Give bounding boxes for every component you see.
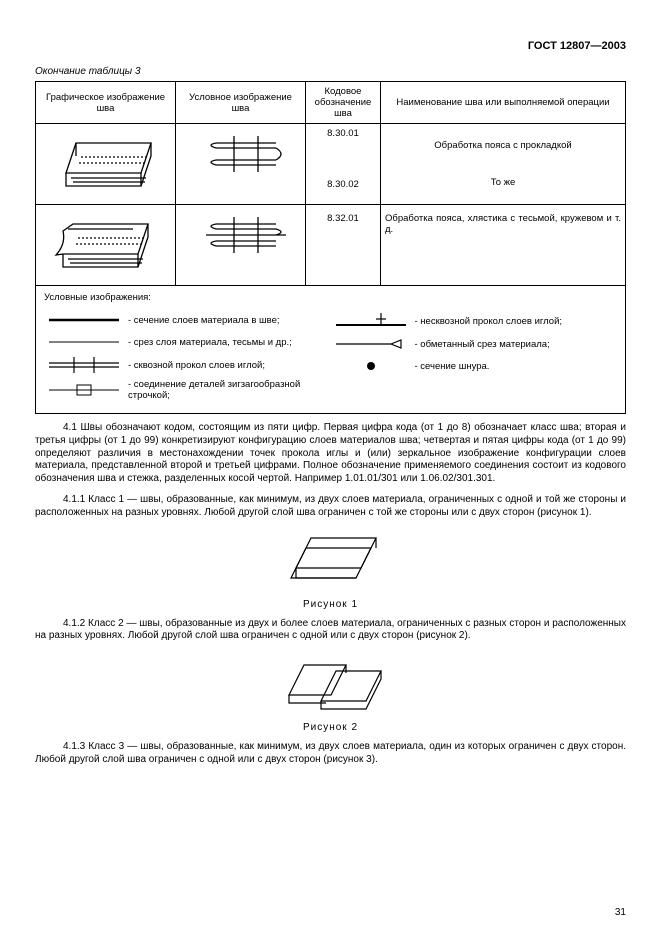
table-row: 8.32.01 Обработка пояса, хлястика с тесь… bbox=[36, 205, 626, 286]
cell-name: Обработка пояса с прокладкой То же bbox=[381, 124, 626, 205]
conditional-seam-icon bbox=[186, 128, 296, 188]
overcast-icon bbox=[336, 337, 406, 351]
name-value: Обработка пояса, хлястика с тесьмой, кру… bbox=[385, 213, 621, 235]
legend-item: - несквозной прокол слоев иглой; bbox=[331, 311, 618, 331]
code-value: 8.30.02 bbox=[310, 179, 376, 190]
legend-text: - срез слоя материала, тесьмы и др.; bbox=[124, 337, 331, 348]
paragraph-4-1-2: 4.1.2 Класс 2 — швы, образованные из дву… bbox=[35, 618, 626, 644]
legend-box: Условные изображения: - сечение слоев ма… bbox=[35, 286, 626, 414]
legend-item: - срез слоя материала, тесьмы и др.; bbox=[44, 333, 331, 351]
legend-text: - обметанный срез материала; bbox=[411, 339, 618, 350]
paragraph-4-1: 4.1 Швы обозначают кодом, состоящим из п… bbox=[35, 422, 626, 486]
legend-text: - сечение шнура. bbox=[411, 361, 618, 372]
name-value: То же bbox=[385, 177, 621, 188]
legend-text: - сквозной прокол слоев иглой; bbox=[124, 360, 331, 371]
cell-conditional bbox=[176, 205, 306, 286]
conditional-seam-icon bbox=[186, 209, 296, 269]
cell-name: Обработка пояса, хлястика с тесьмой, кру… bbox=[381, 205, 626, 286]
partial-pierce-icon bbox=[336, 311, 406, 331]
page: ГОСТ 12807—2003 Окончание таблицы 3 Граф… bbox=[0, 0, 661, 936]
th-code: Кодовое обозначение шва bbox=[306, 82, 381, 124]
main-table: Графическое изображение шва Условное изо… bbox=[35, 81, 626, 286]
legend-item: - обметанный срез материала; bbox=[331, 335, 618, 353]
legend-item: - сквозной прокол слоев иглой; bbox=[44, 355, 331, 375]
code-value: 8.32.01 bbox=[327, 213, 359, 224]
legend-item: - сечение слоев материала в шве; bbox=[44, 311, 331, 329]
legend-item: - соединение деталей зигзагообразной стр… bbox=[44, 379, 331, 401]
cell-graphic bbox=[36, 124, 176, 205]
legend-item: - сечение шнура. bbox=[331, 357, 618, 375]
figure-2-icon bbox=[271, 653, 391, 715]
table-caption: Окончание таблицы 3 bbox=[35, 66, 626, 77]
document-code: ГОСТ 12807—2003 bbox=[35, 40, 626, 52]
figure-1 bbox=[35, 530, 626, 595]
cell-code: 8.32.01 bbox=[306, 205, 381, 286]
line-thick-icon bbox=[49, 315, 119, 325]
paragraph-4-1-3: 4.1.3 Класс 3 — швы, образованные, как м… bbox=[35, 741, 626, 767]
line-thin-icon bbox=[49, 337, 119, 347]
cord-section-icon bbox=[336, 359, 406, 373]
table-row: 8.30.01 8.30.02 Обработка пояса с прокла… bbox=[36, 124, 626, 205]
figure-1-icon bbox=[276, 530, 386, 592]
cell-conditional bbox=[176, 124, 306, 205]
cell-graphic bbox=[36, 205, 176, 286]
figure-1-label: Рисунок 1 bbox=[35, 599, 626, 610]
legend-left-col: - сечение слоев материала в шве; - срез … bbox=[44, 307, 331, 405]
figure-2-label: Рисунок 2 bbox=[35, 722, 626, 733]
th-name: Наименование шва или выполняемой операци… bbox=[381, 82, 626, 124]
table-header-row: Графическое изображение шва Условное изо… bbox=[36, 82, 626, 124]
legend-text: - несквозной прокол слоев иглой; bbox=[411, 316, 618, 327]
name-value: Обработка пояса с прокладкой bbox=[385, 140, 621, 151]
graphic-seam-icon bbox=[48, 209, 163, 281]
figure-2 bbox=[35, 653, 626, 718]
legend-text: - соединение деталей зигзагообразной стр… bbox=[124, 379, 331, 401]
graphic-seam-icon bbox=[51, 128, 161, 200]
legend-text: - сечение слоев материала в шве; bbox=[124, 315, 331, 326]
legend-title: Условные изображения: bbox=[44, 292, 617, 303]
th-graphic: Графическое изображение шва bbox=[36, 82, 176, 124]
th-conditional: Условное изображение шва bbox=[176, 82, 306, 124]
through-pierce-icon bbox=[49, 355, 119, 375]
code-value: 8.30.01 bbox=[310, 128, 376, 139]
paragraph-4-1-1: 4.1.1 Класс 1 — швы, образованные, как м… bbox=[35, 494, 626, 520]
page-number: 31 bbox=[615, 907, 626, 918]
cell-code: 8.30.01 8.30.02 bbox=[306, 124, 381, 205]
zigzag-icon bbox=[49, 381, 119, 399]
legend-right-col: - несквозной прокол слоев иглой; - обмет… bbox=[331, 307, 618, 405]
